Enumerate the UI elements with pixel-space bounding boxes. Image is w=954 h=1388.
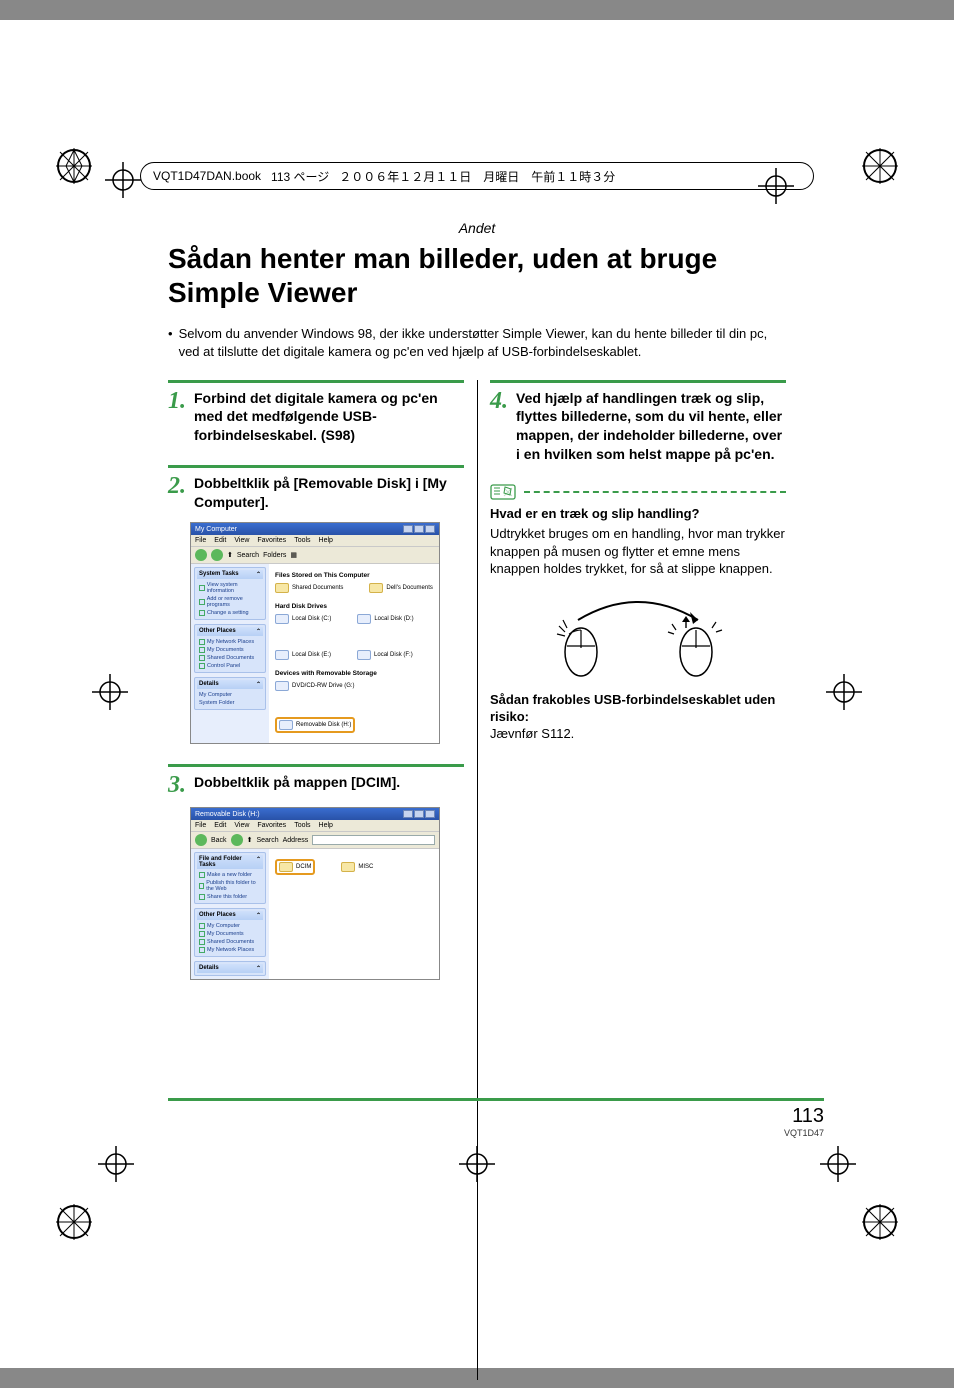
back-icon: [195, 549, 207, 561]
up-icon: ⬆: [247, 836, 253, 844]
right-column: 4 Ved hjælp af handlingen træk og slip, …: [490, 380, 786, 1000]
page-footer: 113 VQT1D47: [168, 1098, 824, 1138]
main-pane: DCIM MISC: [269, 849, 439, 979]
intro-body: Selvom du anvender Windows 98, der ikke …: [179, 325, 786, 361]
window-title: My Computer: [195, 526, 237, 533]
disconnect-body: Jævnfør S112.: [490, 726, 786, 741]
step-number: 2: [168, 474, 186, 498]
window-title: Removable Disk (H:): [195, 811, 260, 818]
print-date: ２００６年１２月１１日 月曜日 午前１１時３分: [339, 168, 615, 185]
step-number: 4: [490, 389, 508, 413]
toolbar: ⬆ Search Folders ▦: [191, 547, 439, 564]
step-4: 4 Ved hjælp af handlingen træk og slip, …: [490, 380, 786, 465]
note-question: Hvad er en træk og slip handling?: [490, 506, 786, 521]
step-text: Forbind det digitale kamera og pc'en med…: [194, 389, 464, 446]
forward-icon: [211, 549, 223, 561]
step-rule: [168, 764, 464, 767]
footer-rule: [168, 1098, 824, 1101]
crosshair-icon: [92, 674, 128, 710]
page-number: 113: [168, 1105, 824, 1128]
step-text: Ved hjælp af handlingen træk og slip, fl…: [516, 389, 786, 465]
back-icon: [195, 834, 207, 846]
section-label: Andet: [168, 220, 786, 236]
side-panel: File and Folder Tasks⌃Make a new folderP…: [191, 849, 269, 979]
registration-mark-icon: [54, 146, 94, 186]
crosshair-icon: [826, 674, 862, 710]
removable-disk-highlight: Removable Disk (H:): [275, 717, 355, 733]
step-3: 3 Dobbeltklik på mappen [DCIM]. Removabl…: [168, 764, 464, 980]
crosshair-icon: [820, 1146, 856, 1182]
step-number: 3: [168, 773, 186, 797]
screenshot-mycomputer: My Computer File Edit View Favorites Too…: [190, 522, 440, 744]
step-2: 2 Dobbeltklik på [Removable Disk] i [My …: [168, 465, 464, 744]
page-title: Sådan henter man billeder, uden at bruge…: [168, 242, 786, 309]
up-icon: ⬆: [227, 551, 233, 559]
note-body: Udtrykket bruges om en handling, hvor ma…: [490, 525, 786, 578]
doc-reference: VQT1D47: [168, 1128, 824, 1138]
window-buttons: [403, 525, 435, 533]
menu-bar: File Edit View Favorites Tools Help: [191, 535, 439, 547]
drag-drop-illustration: [490, 592, 786, 682]
menu-bar: File Edit View Favorites Tools Help: [191, 820, 439, 832]
step-1: 1 Forbind det digitale kamera og pc'en m…: [168, 380, 464, 446]
window-buttons: [403, 810, 435, 818]
bullet-icon: •: [168, 325, 173, 361]
registration-mark-icon: [54, 1202, 94, 1242]
address-bar: [312, 835, 435, 845]
print-header: VQT1D47DAN.book 113 ページ ２００６年１２月１１日 月曜日 …: [140, 162, 814, 190]
page-ref: 113 ページ: [271, 168, 329, 185]
registration-mark-icon: [860, 146, 900, 186]
crosshair-icon: [98, 1146, 134, 1182]
step-text: Dobbeltklik på mappen [DCIM].: [194, 773, 400, 792]
step-text: Dobbeltklik på [Removable Disk] i [My Co…: [194, 474, 464, 512]
step-rule: [168, 465, 464, 468]
intro-text: • Selvom du anvender Windows 98, der ikk…: [168, 325, 786, 361]
step-number: 1: [168, 389, 186, 413]
crosshair-icon: [105, 162, 141, 198]
toolbar: Back ⬆ Search Address: [191, 832, 439, 849]
note-separator: [490, 484, 786, 500]
forward-icon: [231, 834, 243, 846]
side-panel: System Tasks⌃View system informationAdd …: [191, 564, 269, 743]
step-rule: [168, 380, 464, 383]
view-icon: ▦: [290, 551, 297, 559]
dcim-folder-highlight: DCIM: [275, 859, 315, 875]
book-name: VQT1D47DAN.book: [153, 169, 261, 183]
columns: 1 Forbind det digitale kamera og pc'en m…: [168, 380, 786, 1000]
step-rule: [490, 380, 786, 383]
left-column: 1 Forbind det digitale kamera og pc'en m…: [168, 380, 464, 1000]
screenshot-removabledisk: Removable Disk (H:) File Edit View Favor…: [190, 807, 440, 980]
registration-mark-icon: [860, 1202, 900, 1242]
content-area: Andet Sådan henter man billeder, uden at…: [168, 220, 786, 1168]
main-pane: Files Stored on This Computer Shared Doc…: [269, 564, 439, 743]
note-icon: [490, 484, 516, 500]
page: VQT1D47DAN.book 113 ページ ２００６年１２月１１日 月曜日 …: [0, 20, 954, 1368]
disconnect-heading: Sådan frakobles USB-forbindelseskablet u…: [490, 692, 786, 726]
